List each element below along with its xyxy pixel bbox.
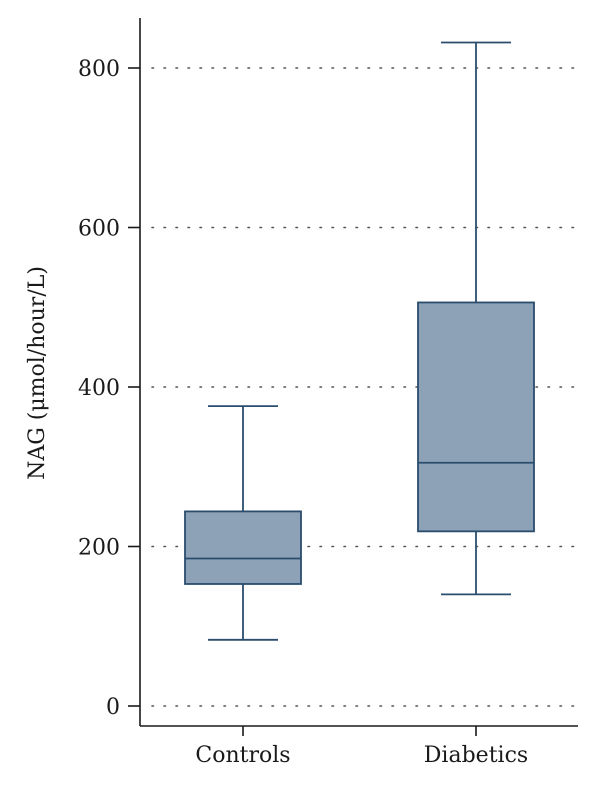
y-tick-label-400: 400 [78, 376, 120, 401]
y-tick-label-800: 800 [78, 57, 120, 82]
y-axis-title: NAG (μmol/hour/L) [25, 266, 50, 480]
y-tick-label-200: 200 [78, 536, 120, 561]
box-diabetics [417, 41, 535, 596]
y-tick-label-600: 600 [78, 217, 120, 242]
x-tick-label-diabetics: Diabetics [424, 743, 528, 768]
x-tick-label-controls: Controls [195, 743, 290, 768]
iqr-box-controls [184, 510, 302, 585]
iqr-box-diabetics [417, 301, 535, 533]
y-axis: 0 200 400 600 800 [78, 18, 141, 726]
y-tick-label-0: 0 [106, 695, 120, 720]
box-controls [184, 405, 302, 641]
boxes [184, 41, 535, 641]
x-axis: Controls Diabetics [140, 725, 578, 768]
